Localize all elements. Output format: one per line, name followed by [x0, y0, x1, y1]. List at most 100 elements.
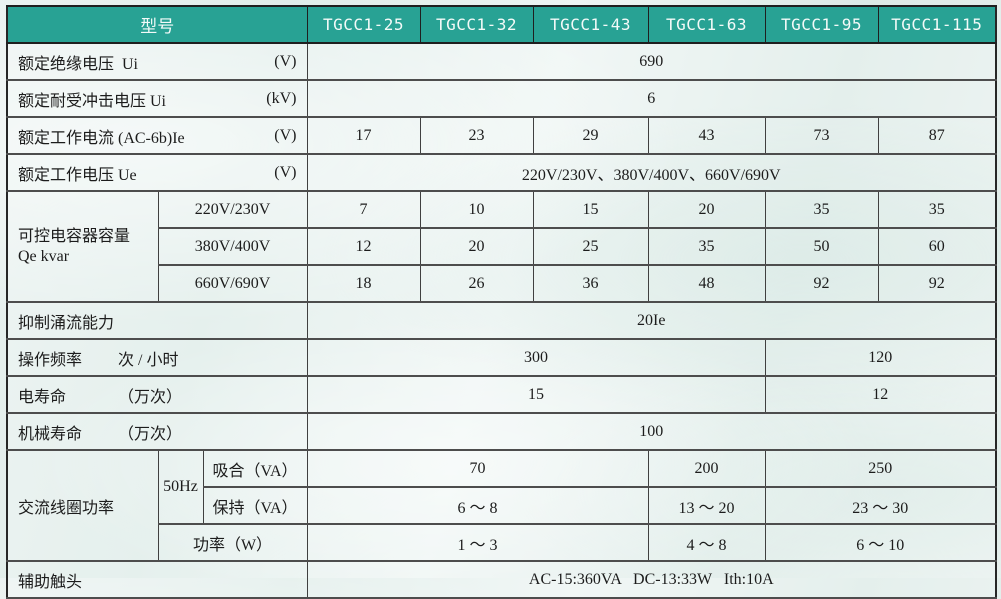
- capacitor-voltage-660v: 660V/690V: [157, 264, 308, 303]
- inrush-suppression-value: 20Ie: [306, 301, 997, 340]
- coil-power-watts-value-25-43: 1 ～ 3: [306, 523, 649, 562]
- row-electrical-life: 电寿命 （万次） 15 12: [6, 375, 997, 414]
- row-auxiliary-contact: 辅助触头 AC-15:360VA DC-13:33W Ith:10A: [6, 560, 997, 599]
- auxiliary-contact-label: 辅助触头: [18, 573, 83, 591]
- capacitor-380v-value: 60: [877, 227, 997, 266]
- operation-frequency-value-95-115: 120: [764, 338, 997, 377]
- row-inrush-suppression: 抑制涌流能力 20Ie: [6, 301, 997, 340]
- working-current-label: 额定工作电流 (AC-6b)Ie: [18, 129, 185, 147]
- working-current-value: 17: [306, 116, 421, 155]
- impulse-voltage-value: 6: [306, 79, 997, 118]
- working-current-value: 23: [419, 116, 534, 155]
- row-impulse-voltage: 额定耐受冲击电压 Ui (kV) 6: [6, 79, 997, 118]
- operation-frequency-unit: 次 / 小时: [118, 351, 179, 369]
- model-header-tgcc1-115: TGCC1-115: [877, 5, 997, 44]
- model-header-tgcc1-32: TGCC1-32: [419, 5, 534, 44]
- row-insulation-voltage: 额定绝缘电压 Ui (V) 690: [6, 42, 997, 81]
- capacitor-660v-value: 92: [764, 264, 879, 303]
- coil-power-pickup-value-63: 200: [647, 449, 766, 488]
- model-header-tgcc1-63: TGCC1-63: [647, 5, 766, 44]
- label-cell-inrush-suppression: 抑制涌流能力: [6, 301, 308, 340]
- coil-power-pickup-value-95-115: 250: [764, 449, 997, 488]
- auxiliary-contact-value: AC-15:360VA DC-13:33W Ith:10A: [306, 560, 997, 599]
- model-header-tgcc1-25: TGCC1-25: [306, 5, 421, 44]
- coil-power-watts-value-95-115: 6 ～ 10: [764, 523, 997, 562]
- capacitor-380v-value: 35: [647, 227, 766, 266]
- model-header-tgcc1-43: TGCC1-43: [532, 5, 649, 44]
- insulation-voltage-label: 额定绝缘电压 Ui: [18, 55, 139, 73]
- capacitor-380v-value: 12: [306, 227, 421, 266]
- electrical-life-value-95-115: 12: [764, 375, 997, 414]
- capacitor-voltage-220v: 220V/230V: [157, 190, 308, 229]
- working-voltage-label: 额定工作电压 Ue: [18, 166, 137, 184]
- insulation-voltage-unit: (V): [274, 52, 297, 70]
- coil-power-holding-label: 保持（VA）: [202, 486, 308, 525]
- insulation-voltage-value: 690: [306, 42, 997, 81]
- capacitor-660v-value: 18: [306, 264, 421, 303]
- label-cell-mechanical-life: 机械寿命 （万次）: [6, 412, 308, 451]
- capacitor-220v-value: 15: [532, 190, 649, 229]
- capacitor-capacity-label: 可控电容器容量: [18, 227, 131, 245]
- label-cell-coil-power: 交流线圈功率: [6, 449, 159, 562]
- model-header-tgcc1-95: TGCC1-95: [764, 5, 879, 44]
- label-cell-capacitor-capacity: 可控电容器容量 Qe kvar: [6, 190, 159, 303]
- capacitor-voltage-380v: 380V/400V: [157, 227, 308, 266]
- row-working-voltage: 额定工作电压 Ue (V) 220V/230V、380V/400V、660V/6…: [6, 153, 997, 192]
- model-column-header: 型号: [6, 5, 308, 44]
- working-voltage-unit: (V): [274, 163, 297, 181]
- coil-power-frequency: 50Hz: [157, 449, 204, 525]
- working-current-value: 43: [647, 116, 766, 155]
- spec-table: 型号 TGCC1-25 TGCC1-32 TGCC1-43 TGCC1-63 T…: [6, 5, 998, 599]
- row-mechanical-life: 机械寿命 （万次） 100: [6, 412, 997, 451]
- row-working-current: 额定工作电流 (AC-6b)Ie (V) 17 23 29 43 73 87: [6, 116, 997, 155]
- working-current-value: 29: [532, 116, 649, 155]
- operation-frequency-value-25-63: 300: [306, 338, 766, 377]
- capacitor-660v-value: 92: [877, 264, 997, 303]
- label-cell-auxiliary-contact: 辅助触头: [6, 560, 308, 599]
- impulse-voltage-label: 额定耐受冲击电压 Ui: [18, 92, 167, 110]
- impulse-voltage-unit: (kV): [266, 89, 297, 107]
- coil-power-watts-value-63: 4 ～ 8: [647, 523, 766, 562]
- capacitor-660v-value: 36: [532, 264, 649, 303]
- row-operation-frequency: 操作频率 次 / 小时 300 120: [6, 338, 997, 377]
- mechanical-life-value: 100: [306, 412, 997, 451]
- working-current-value: 73: [764, 116, 879, 155]
- coil-power-pickup-label: 吸合（VA）: [202, 449, 308, 488]
- capacitor-220v-value: 20: [647, 190, 766, 229]
- mechanical-life-unit: （万次）: [118, 425, 183, 443]
- label-cell-insulation-voltage: 额定绝缘电压 Ui (V): [6, 42, 308, 81]
- coil-power-pickup-value-25-43: 70: [306, 449, 649, 488]
- row-coil-power-holding: 保持（VA） 6 ～ 8 13 ～ 20 23 ～ 30: [7, 486, 997, 525]
- capacitor-220v-value: 7: [306, 190, 421, 229]
- label-cell-working-current: 额定工作电流 (AC-6b)Ie (V): [6, 116, 308, 155]
- capacitor-660v-value: 48: [647, 264, 766, 303]
- capacitor-380v-value: 20: [419, 227, 534, 266]
- mechanical-life-label: 机械寿命: [18, 425, 83, 443]
- capacitor-380v-value: 25: [532, 227, 649, 266]
- row-capacitor-380v: 380V/400V 12 20 25 35 50 60: [7, 227, 997, 266]
- label-cell-working-voltage: 额定工作电压 Ue (V): [6, 153, 308, 192]
- working-current-unit: (V): [274, 126, 297, 144]
- table-header-row: 型号 TGCC1-25 TGCC1-32 TGCC1-43 TGCC1-63 T…: [6, 5, 997, 44]
- row-capacitor-220v: 可控电容器容量 Qe kvar 220V/230V 7 10 15 20 35 …: [6, 190, 997, 303]
- operation-frequency-label: 操作频率: [18, 351, 83, 369]
- coil-power-watts-label: 功率（W）: [157, 523, 308, 562]
- inrush-suppression-label: 抑制涌流能力: [18, 314, 115, 332]
- working-current-value: 87: [877, 116, 997, 155]
- capacitor-capacity-sublabel: Qe kvar: [18, 247, 70, 265]
- label-cell-operation-frequency: 操作频率 次 / 小时: [6, 338, 308, 377]
- capacitor-220v-value: 35: [764, 190, 879, 229]
- working-voltage-value: 220V/230V、380V/400V、660V/690V: [306, 153, 997, 192]
- electrical-life-value-25-63: 15: [306, 375, 766, 414]
- capacitor-660v-value: 26: [419, 264, 534, 303]
- label-cell-impulse-voltage: 额定耐受冲击电压 Ui (kV): [6, 79, 308, 118]
- coil-power-holding-value-95-115: 23 ～ 30: [764, 486, 997, 525]
- capacitor-380v-value: 50: [764, 227, 879, 266]
- row-coil-power-pickup: 交流线圈功率 50Hz 吸合（VA） 70 200 250: [6, 449, 997, 562]
- capacitor-220v-value: 35: [877, 190, 997, 229]
- label-cell-electrical-life: 电寿命 （万次）: [6, 375, 308, 414]
- electrical-life-label: 电寿命: [18, 388, 67, 406]
- coil-power-label: 交流线圈功率: [18, 499, 115, 517]
- coil-power-holding-value-63: 13 ～ 20: [647, 486, 766, 525]
- row-coil-power-watts: 功率（W） 1 ～ 3 4 ～ 8 6 ～ 10: [7, 523, 997, 562]
